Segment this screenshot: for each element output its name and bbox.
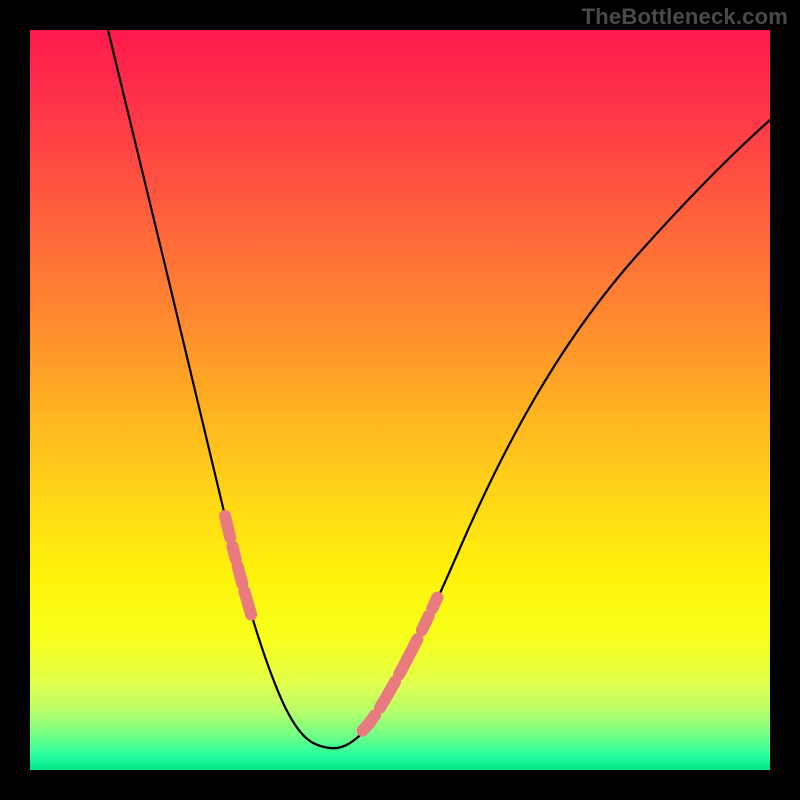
watermark-text: TheBottleneck.com <box>582 4 788 30</box>
v-curve-highlight <box>225 516 455 747</box>
chart-stage: TheBottleneck.com <box>0 0 800 800</box>
curve-layer <box>0 0 800 800</box>
v-curve <box>108 30 770 748</box>
